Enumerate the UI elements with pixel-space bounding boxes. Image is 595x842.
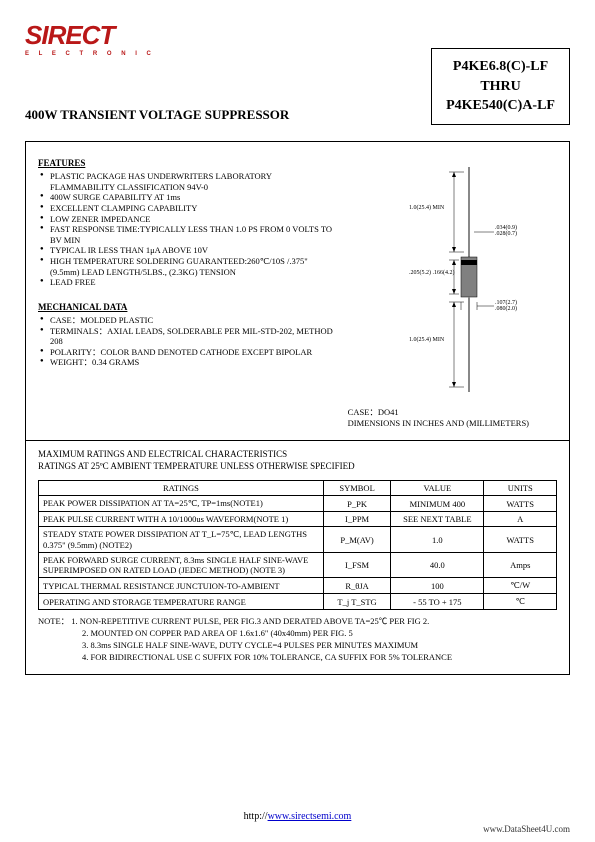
cell-symbol: P_PK <box>323 496 390 512</box>
feature-item: LEAD FREE <box>40 277 338 288</box>
mechanical-heading: MECHANICAL DATA <box>38 302 338 312</box>
note-1: 1. NON-REPETITIVE CURRENT PULSE, PER FIG… <box>71 616 429 626</box>
cell-symbol: I_PPM <box>323 512 390 527</box>
table-row: TYPICAL THERMAL RESISTANCE JUNCTUION-TO-… <box>39 578 557 594</box>
cell-symbol: R_θJA <box>323 578 390 594</box>
th-value: VALUE <box>391 481 484 496</box>
left-column: FEATURES PLASTIC PACKAGE HAS UNDERWRITER… <box>38 158 338 368</box>
table-header-row: RATINGS SYMBOL VALUE UNITS <box>39 481 557 496</box>
note-3: 3. 8.3ms SINGLE HALF SINE-WAVE, DUTY CYC… <box>38 640 557 652</box>
table-row: PEAK FORWARD SURGE CURRENT, 8.3ms SINGLE… <box>39 553 557 578</box>
part-number-box: P4KE6.8(C)-LF THRU P4KE540(C)A-LF <box>431 48 570 125</box>
features-heading: FEATURES <box>38 158 338 168</box>
cell-value: 1.0 <box>391 527 484 553</box>
footer-link: http://www.sirectsemi.com <box>0 811 595 822</box>
cell-symbol: I_FSM <box>323 553 390 578</box>
case-line-1: CASE：DO41 <box>348 407 529 418</box>
cell-units: WATTS <box>484 527 557 553</box>
cell-value: SEE NEXT TABLE <box>391 512 484 527</box>
package-diagram: 1.0(25.4) MIN .034(0.9) .028(0.7) .205(5… <box>409 162 529 402</box>
cell-units: WATTS <box>484 496 557 512</box>
cell-value: 40.0 <box>391 553 484 578</box>
notes-prefix: NOTE： <box>38 616 69 626</box>
note-4: 4. FOR BIDIRECTIONAL USE C SUFFIX FOR 10… <box>38 652 557 664</box>
features-list: PLASTIC PACKAGE HAS UNDERWRITERS LABORAT… <box>38 171 338 288</box>
ratings-intro: MAXIMUM RATINGS AND ELECTRICAL CHARACTER… <box>38 449 557 472</box>
cell-symbol: P_M(AV) <box>323 527 390 553</box>
mechanical-item: CASE：MOLDED PLASTIC <box>40 315 338 326</box>
cell-units: Amps <box>484 553 557 578</box>
logo-brand: SIRECT <box>25 20 570 51</box>
table-row: PEAK PULSE CURRENT WITH A 10/1000us WAVE… <box>39 512 557 527</box>
feature-item: EXCELLENT CLAMPING CAPABILITY <box>40 203 338 214</box>
dim-body-w: .107(2.7) .080(2.0) <box>495 300 529 312</box>
cell-rating: OPERATING AND STORAGE TEMPERATURE RANGE <box>39 594 324 610</box>
mechanical-item: POLARITY：COLOR BAND DENOTED CATHODE EXCE… <box>40 347 338 358</box>
dim-top: 1.0(25.4) MIN <box>409 205 444 211</box>
table-row: STEADY STATE POWER DISSIPATION AT T_L=75… <box>39 527 557 553</box>
feature-item: TYPICAL IR LESS THAN 1μA ABOVE 10V <box>40 245 338 256</box>
feature-item: 400W SURGE CAPABILITY AT 1ms <box>40 192 338 203</box>
feature-item: HIGH TEMPERATURE SOLDERING GUARANTEED:26… <box>40 256 338 277</box>
footer-right: www.DataSheet4U.com <box>483 824 570 834</box>
feature-item: PLASTIC PACKAGE HAS UNDERWRITERS LABORAT… <box>40 171 338 192</box>
dim-lead: .034(0.9) .028(0.7) <box>495 225 529 237</box>
cell-value: - 55 TO + 175 <box>391 594 484 610</box>
mechanical-list: CASE：MOLDED PLASTICTERMINALS：AXIAL LEADS… <box>38 315 338 368</box>
feature-item: LOW ZENER IMPEDANCE <box>40 214 338 225</box>
part-line-3: P4KE540(C)A-LF <box>446 96 555 116</box>
mechanical-item: WEIGHT：0.34 GRAMS <box>40 357 338 368</box>
notes: NOTE： 1. NON-REPETITIVE CURRENT PULSE, P… <box>38 616 557 664</box>
cell-units: ℃ <box>484 594 557 610</box>
mechanical-item: TERMINALS：AXIAL LEADS, SOLDERABLE PER MI… <box>40 326 338 347</box>
cell-rating: STEADY STATE POWER DISSIPATION AT T_L=75… <box>39 527 324 553</box>
case-label: CASE：DO41 DIMENSIONS IN INCHES AND (MILL… <box>348 407 529 429</box>
cell-value: MINIMUM 400 <box>391 496 484 512</box>
note-2: 2. MOUNTED ON COPPER PAD AREA OF 1.6x1.6… <box>38 628 557 640</box>
cell-rating: PEAK PULSE CURRENT WITH A 10/1000us WAVE… <box>39 512 324 527</box>
case-line-2: DIMENSIONS IN INCHES AND (MILLIMETERS) <box>348 418 529 429</box>
footer-url-prefix: http:// <box>244 811 268 822</box>
ratings-intro-1: MAXIMUM RATINGS AND ELECTRICAL CHARACTER… <box>38 449 557 461</box>
specs-box: FEATURES PLASTIC PACKAGE HAS UNDERWRITER… <box>25 141 570 441</box>
cell-value: 100 <box>391 578 484 594</box>
dim-body-h: .205(5.2) .166(4.2) <box>409 270 455 276</box>
feature-item: FAST RESPONSE TIME:TYPICALLY LESS THAN 1… <box>40 224 338 245</box>
dim-bottom: 1.0(25.4) MIN <box>409 337 444 343</box>
table-row: PEAK POWER DISSIPATION AT TA=25℃, TP=1ms… <box>39 496 557 512</box>
table-row: OPERATING AND STORAGE TEMPERATURE RANGET… <box>39 594 557 610</box>
cell-units: A <box>484 512 557 527</box>
ratings-box: MAXIMUM RATINGS AND ELECTRICAL CHARACTER… <box>25 441 570 675</box>
th-units: UNITS <box>484 481 557 496</box>
cell-units: ℃/W <box>484 578 557 594</box>
cell-rating: TYPICAL THERMAL RESISTANCE JUNCTUION-TO-… <box>39 578 324 594</box>
footer-url[interactable]: www.sirectsemi.com <box>268 811 352 822</box>
th-symbol: SYMBOL <box>323 481 390 496</box>
cell-symbol: T_j T_STG <box>323 594 390 610</box>
ratings-intro-2: RATINGS AT 25ºC AMBIENT TEMPERATURE UNLE… <box>38 461 557 473</box>
ratings-table: RATINGS SYMBOL VALUE UNITS PEAK POWER DI… <box>38 480 557 610</box>
part-line-1: P4KE6.8(C)-LF <box>446 57 555 77</box>
th-ratings: RATINGS <box>39 481 324 496</box>
part-line-2: THRU <box>446 77 555 97</box>
cell-rating: PEAK FORWARD SURGE CURRENT, 8.3ms SINGLE… <box>39 553 324 578</box>
cell-rating: PEAK POWER DISSIPATION AT TA=25℃, TP=1ms… <box>39 496 324 512</box>
